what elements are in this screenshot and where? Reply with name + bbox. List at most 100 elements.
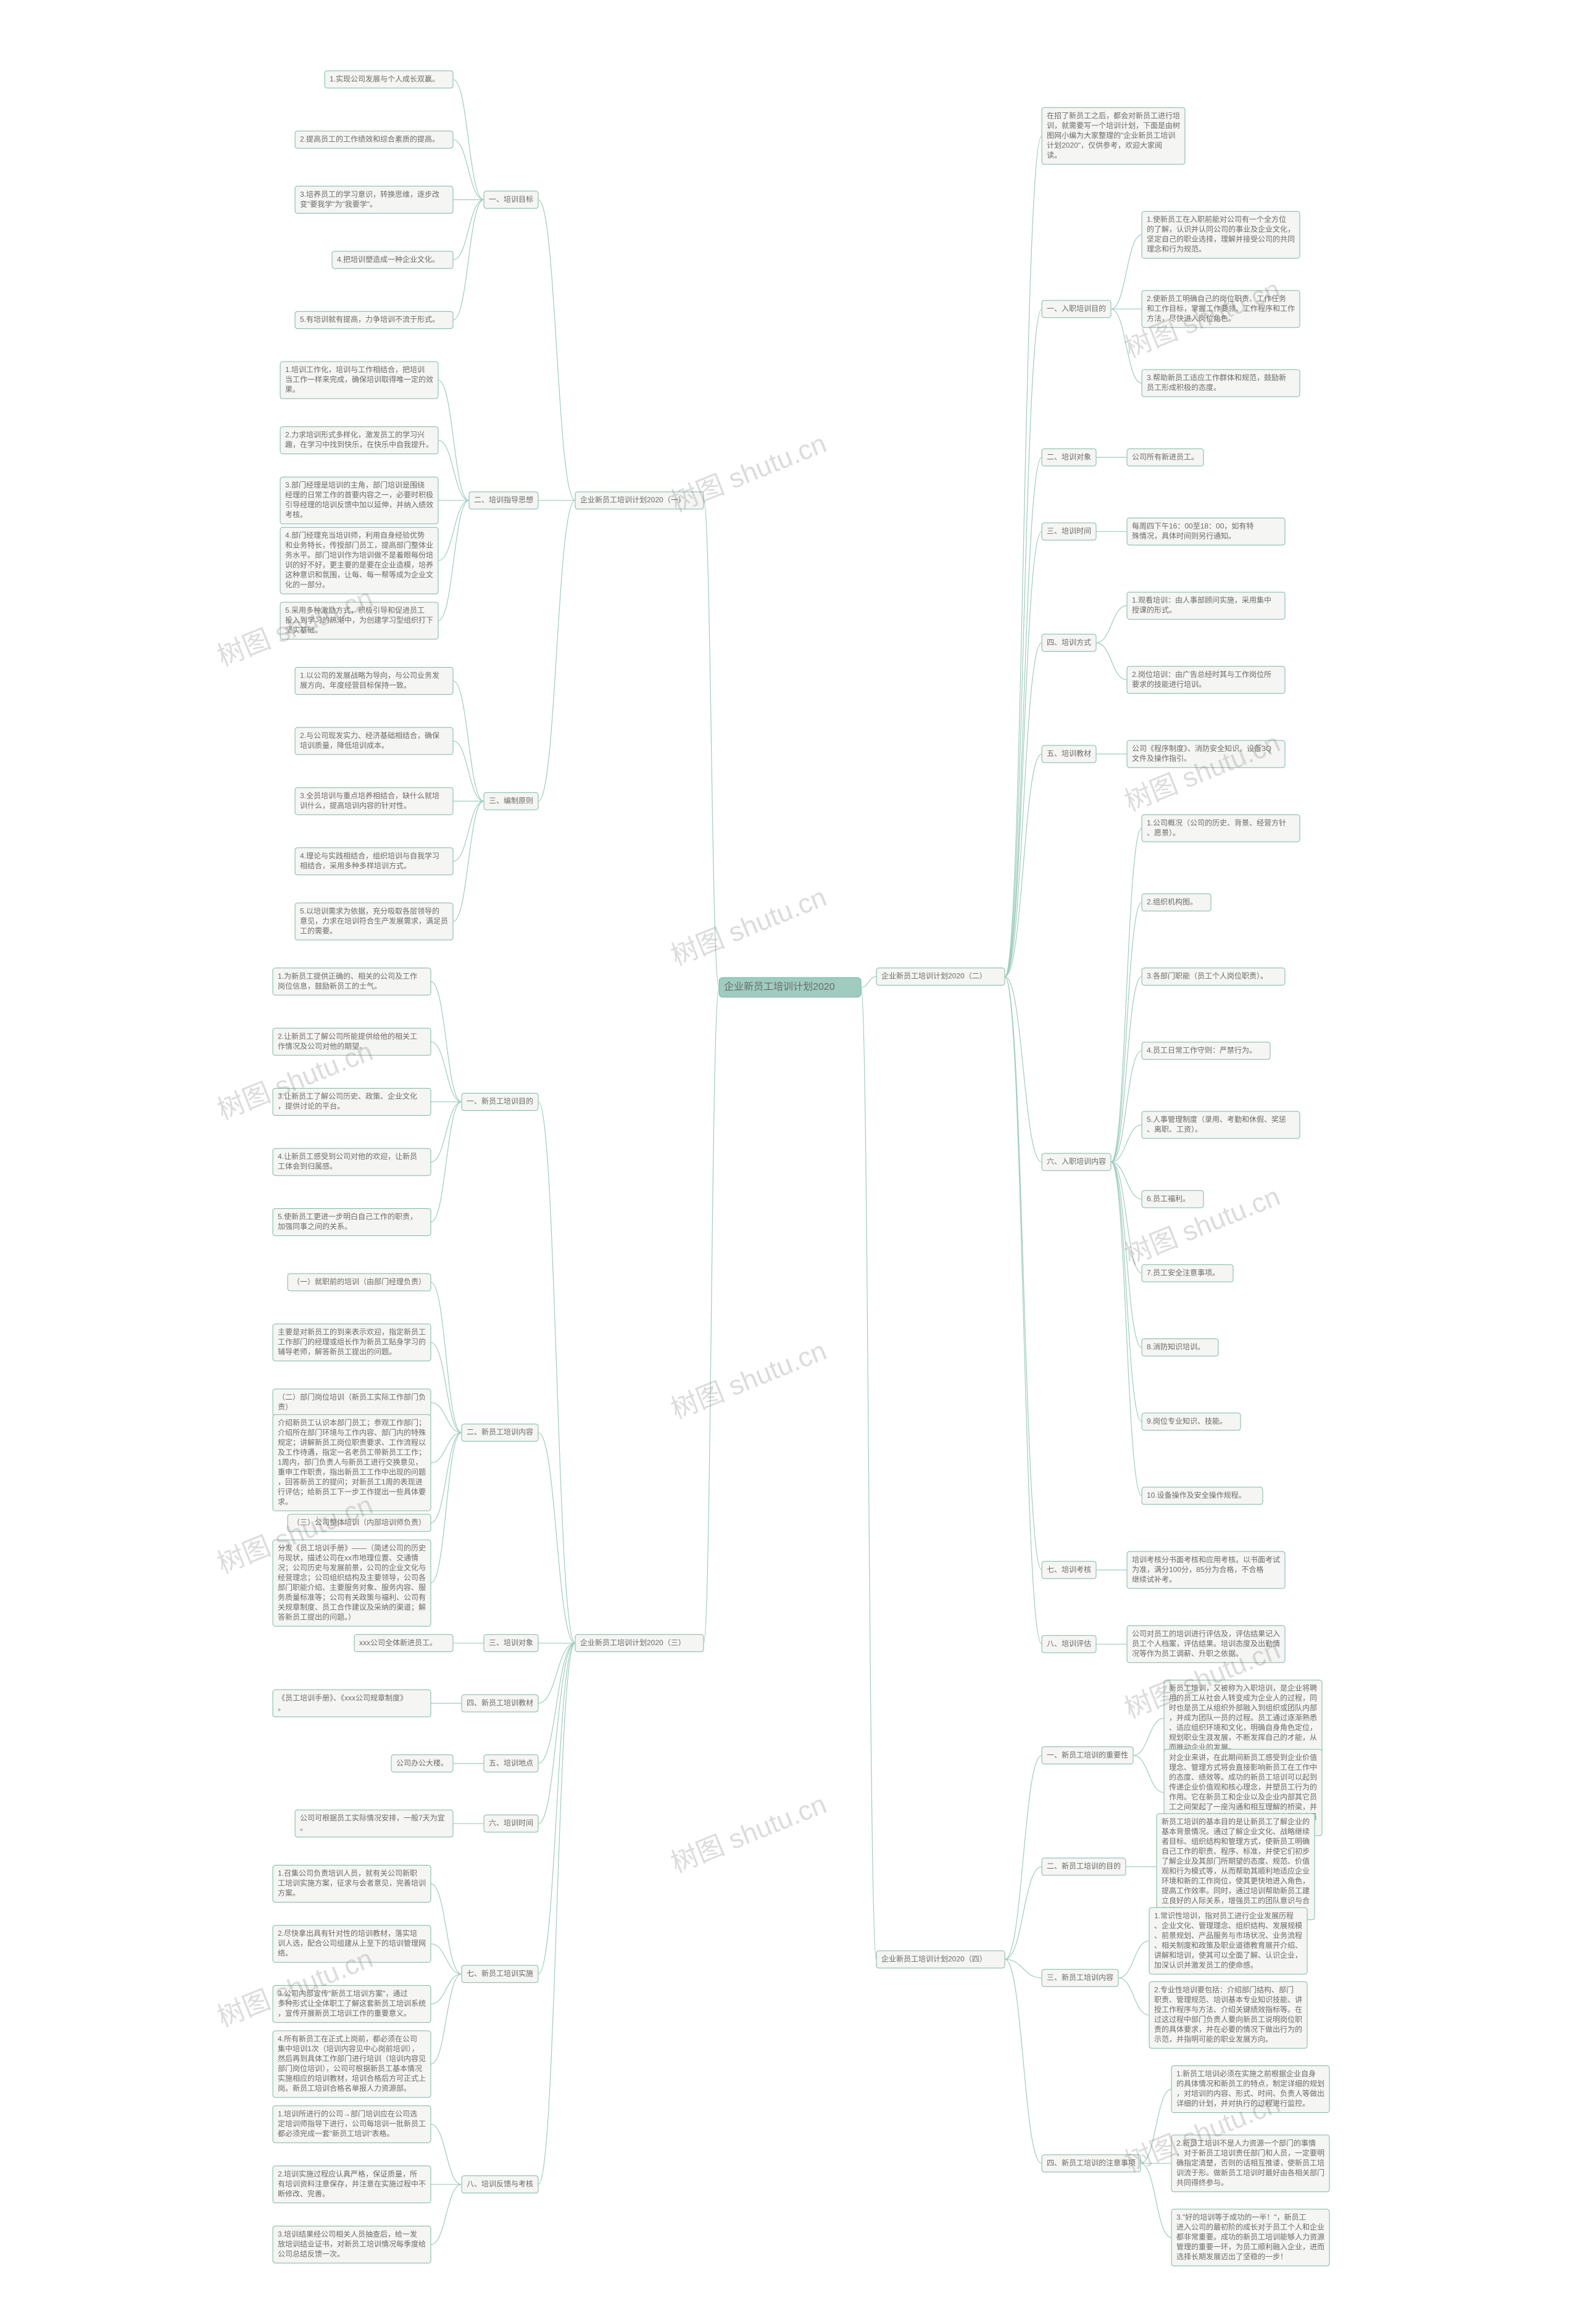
mindmap-edge: [861, 987, 876, 1959]
node-label: 培训质量，降低培训成本。: [300, 741, 389, 750]
node-label: 。: [278, 1703, 285, 1712]
svg-text:树图 shutu.cn: 树图 shutu.cn: [667, 1335, 831, 1425]
node-label: 工体会到归属感。: [278, 1161, 337, 1171]
node-label: 1周内，部门负责人与新员工进行交换意见，: [278, 1457, 423, 1466]
node-label: 岗位信息，鼓励新员工的士气。: [278, 981, 381, 990]
node-label: 计划2020"，仅供参考，欢迎大家阅: [1047, 140, 1162, 149]
node-label: 1.新员工培训必须在实施之前根据企业自身: [1176, 2069, 1316, 2078]
node-label: 殊情况，具体时间则另行通知。: [1132, 531, 1236, 540]
node-label: 都必须完成一套"新员工培训"表格。: [278, 2129, 394, 2138]
node-label: 职责、管理规范、培训基本专业知识技能、讲: [1154, 1994, 1302, 2004]
node-label: 工培训实施方案，征求与会者意见，完善培训: [278, 1878, 426, 1888]
node-label: 10.设备操作及安全操作规程。: [1147, 1490, 1246, 1500]
node-label: 5.有培训就有提高，力争培训不流于形式。: [300, 315, 439, 324]
svg-text:树图 shutu.cn: 树图 shutu.cn: [667, 428, 831, 518]
mindmap-edge: [1111, 1162, 1142, 1422]
node-label: 关规章制度、员工合作建议及采纳的渠道；解: [278, 1602, 426, 1611]
node-label: 引导经理的培训反馈中加以延伸，并纳入绩效: [285, 500, 433, 509]
node-label: 化的一部分。: [285, 580, 330, 589]
node-label: 1.常识性培训，指对员工进行企业发展历程: [1154, 1911, 1294, 1920]
mindmap-edge: [1005, 457, 1042, 976]
node-label: 、离职、工资）。: [1147, 1124, 1202, 1134]
node-label: 一、入职培训目的: [1047, 304, 1106, 313]
node-label: 4.员工日常工作守则：严禁行为。: [1147, 1046, 1257, 1055]
node-label: 3.全员培训与重点培养相结合，缺什么就培: [300, 791, 439, 800]
mindmap-edge: [438, 440, 469, 500]
mindmap-edge: [1005, 977, 1042, 1645]
node-label: 七、培训考核: [1047, 1564, 1091, 1574]
mindmap-edge: [1096, 643, 1127, 680]
node-label: 2.与公司现发实力、经济基础相结合，确保: [300, 731, 439, 740]
node-label: 公司总结反馈一次。: [278, 2249, 344, 2258]
mindmap-edge: [431, 1433, 462, 1583]
node-label: 9.岗位专业知识、技能。: [1147, 1416, 1227, 1426]
mindmap-edge: [431, 1974, 462, 2004]
node-label: 了解企业及其部门所期望的态度、规范、价值: [1162, 1856, 1310, 1865]
node-label: 经营理念；公司组织结构及主要领导，公司各: [278, 1572, 426, 1582]
node-label: 1.公司概况（公司的历史、背景、经营方针: [1147, 818, 1286, 827]
mindmap-edge: [861, 977, 876, 988]
node-label: 二、培训指导思想: [474, 495, 533, 504]
mindmap-edge: [1141, 2164, 1171, 2238]
node-label: 主要是对新员工的到来表示欢迎，指定新员工: [278, 1327, 426, 1337]
node-label: 理念和行为规范。: [1147, 244, 1206, 254]
mindmap-edge: [431, 1974, 462, 2064]
node-label: 加强同事之间的关系。: [278, 1222, 352, 1231]
mindmap-edge: [1118, 1978, 1149, 2015]
node-label: 新员工培训的基本目的是让新员工了解企业的: [1162, 1817, 1310, 1826]
node-label: 2.让新员工了解公司所能提供给他的相关工: [278, 1031, 417, 1040]
node-label: 2.培训实施过程应认真严格，保证质量，所: [278, 2169, 417, 2178]
mindmap-edge: [1005, 1867, 1042, 1959]
node-label: 训，就需要写一个培训计划，下面是由树: [1047, 120, 1180, 130]
mindmap-edge: [1005, 1959, 1042, 2164]
node-label: 1.召集公司负责培训人员，就有关公司新职: [278, 1869, 417, 1878]
node-label: 都非常重要。成功的新员工培训能够人力资源: [1176, 2232, 1324, 2241]
mindmap-edge: [1118, 1941, 1149, 1978]
node-label: 当工作一样来完成，确保培训取得唯一定的效: [285, 375, 433, 384]
node-label: 4.部门经理充当培训师，利用自身经验优势: [285, 531, 425, 540]
node-label: 4.所有新员工在正式上岗前，都必须在公司: [278, 2034, 417, 2043]
node-label: xxx公司全体新进员工。: [359, 1638, 437, 1647]
mindmap-edge: [1111, 1162, 1142, 1496]
node-label: 相结合，采用多种多样培训方式。: [300, 861, 411, 870]
node-label: ，提供讨论的平台。: [278, 1102, 344, 1111]
node-label: 八、培训评估: [1047, 1638, 1091, 1648]
node-label: 六、入职培训内容: [1047, 1156, 1106, 1166]
node-label: 文件及操作指引。: [1132, 753, 1191, 763]
mindmap-edge: [538, 1643, 575, 2185]
node-label: 传递企业价值观和核心理念，并塑员工行为的: [1169, 1782, 1317, 1791]
mindmap-edge: [438, 380, 469, 500]
node-label: 的了解，认识并认同公司的事业及企业文化，: [1147, 225, 1295, 234]
node-label: 责）: [278, 1403, 293, 1411]
node-label: 授课的形式。: [1132, 605, 1176, 615]
node-label: 六、培训时间: [489, 1818, 533, 1827]
mindmap-edge: [1111, 977, 1142, 1163]
node-label: 1.使新员工在入职前能对公司有一个全方位: [1147, 215, 1286, 224]
mindmap-edge: [438, 500, 469, 560]
node-label: 答新员工提出的问题。）: [278, 1612, 356, 1621]
node-label: 2.专业性培训要包括：介绍部门结构、部门: [1154, 1985, 1294, 1994]
mindmap-edge: [431, 1102, 462, 1222]
node-label: 7.员工安全注意事项。: [1147, 1268, 1220, 1277]
node-label: 3.各部门职能（员工个人岗位职责）。: [1147, 971, 1268, 981]
node-label: 公司办公大楼。: [396, 1758, 448, 1767]
watermark: 树图 shutu.cn: [667, 1789, 831, 1878]
node-label: 四、新员工培训的注意事项: [1047, 2158, 1136, 2167]
node-label: 二、新员工培训的目的: [1047, 1861, 1121, 1870]
node-label: 员工形成积极的态度。: [1147, 383, 1221, 392]
node-label: 立良好的人际关系，增强员工的团队意识与合: [1162, 1896, 1310, 1905]
node-label: 岗。新员工培训合格名单报人力资源部。: [278, 2083, 411, 2093]
node-label: 授工作程序与方法、介绍关键绩效指标等。在: [1154, 2004, 1302, 2014]
node-label: 图网小编为大家整理的"企业新员工培训: [1047, 130, 1175, 139]
node-label: 训流于形。做新员工培训时最好由各相关部门: [1176, 2168, 1324, 2177]
node-label: 企业新员工培训计划2020: [724, 981, 835, 992]
node-label: 管理的重要一环，为员工顺利融入企业，进而: [1176, 2242, 1324, 2251]
node-label: 公司可根据员工实际情况安排，一般7天为宜: [300, 1813, 445, 1822]
watermark: 树图 shutu.cn: [667, 1335, 831, 1425]
node-label: ，宣传开展新员工培训工作的重要意义。: [278, 2009, 411, 2018]
node-label: 确指定清楚，否则的话相互推诿，使新员工培: [1176, 2158, 1324, 2167]
node-label: 4.把培训塑造成一种企业文化。: [337, 254, 439, 264]
node-label: 5.使新员工更进一步明白自己工作的职责，: [278, 1212, 417, 1221]
node-label: 方案。: [278, 1888, 300, 1898]
mindmap-edge: [431, 2185, 462, 2244]
